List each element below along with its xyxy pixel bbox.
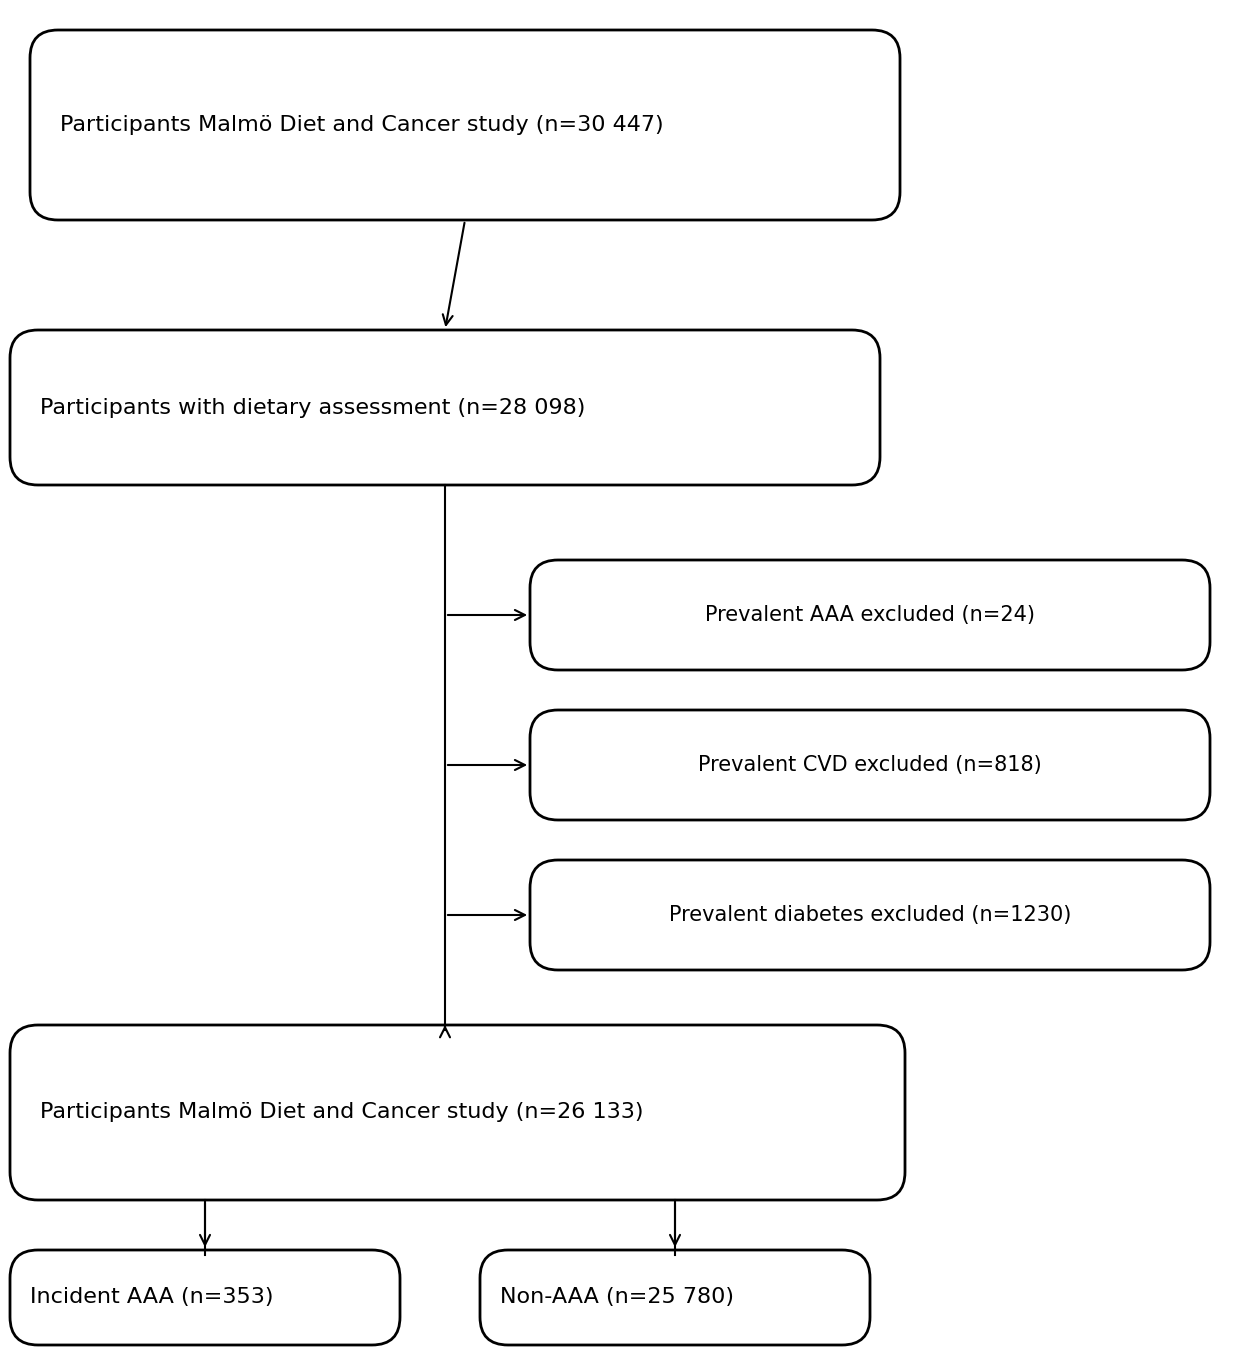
FancyBboxPatch shape bbox=[10, 330, 880, 485]
FancyBboxPatch shape bbox=[30, 30, 900, 220]
Text: Prevalent diabetes excluded (n=1230): Prevalent diabetes excluded (n=1230) bbox=[669, 905, 1071, 925]
Text: Prevalent CVD excluded (n=818): Prevalent CVD excluded (n=818) bbox=[698, 755, 1042, 775]
FancyBboxPatch shape bbox=[10, 1025, 905, 1200]
FancyBboxPatch shape bbox=[530, 561, 1210, 670]
FancyBboxPatch shape bbox=[530, 711, 1210, 820]
Text: Prevalent AAA excluded (n=24): Prevalent AAA excluded (n=24) bbox=[705, 605, 1035, 626]
Text: Non-AAA (n=25 780): Non-AAA (n=25 780) bbox=[500, 1288, 734, 1308]
Text: Participants Malmö Diet and Cancer study (n=26 133): Participants Malmö Diet and Cancer study… bbox=[40, 1102, 644, 1123]
Text: Participants Malmö Diet and Cancer study (n=30 447): Participants Malmö Diet and Cancer study… bbox=[60, 115, 664, 135]
Text: Incident AAA (n=353): Incident AAA (n=353) bbox=[30, 1288, 274, 1308]
FancyBboxPatch shape bbox=[530, 861, 1210, 970]
Text: Participants with dietary assessment (n=28 098): Participants with dietary assessment (n=… bbox=[40, 397, 585, 417]
FancyBboxPatch shape bbox=[480, 1250, 870, 1346]
FancyBboxPatch shape bbox=[10, 1250, 400, 1346]
